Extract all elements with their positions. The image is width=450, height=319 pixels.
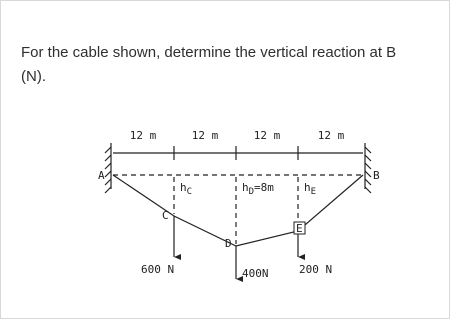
height-rest: =8m bbox=[254, 181, 274, 194]
point-box bbox=[293, 221, 306, 235]
question-line: For the cable shown, determine the verti… bbox=[21, 44, 397, 61]
load-label: 400N bbox=[242, 267, 269, 280]
point-label: C bbox=[162, 209, 169, 222]
height-sub: C bbox=[187, 187, 192, 197]
dimension-ticks bbox=[173, 146, 299, 160]
height-main: h bbox=[180, 181, 187, 194]
span-label: 12 m bbox=[318, 129, 345, 142]
point-label: D bbox=[225, 237, 232, 250]
height-main: h bbox=[304, 181, 311, 194]
height-main: h bbox=[242, 181, 249, 194]
span-label: 12 m bbox=[130, 129, 157, 142]
height-sub: D bbox=[249, 187, 254, 197]
height-label: hE bbox=[304, 181, 316, 197]
question-line: (N). bbox=[21, 68, 46, 85]
load-label: 200 N bbox=[299, 263, 332, 276]
cable bbox=[112, 174, 364, 247]
point-label: E bbox=[296, 222, 303, 235]
height-label: hD=8m bbox=[242, 181, 274, 197]
left-wall bbox=[104, 143, 112, 194]
support-label: B bbox=[373, 169, 380, 182]
load-label: 600 N bbox=[141, 263, 174, 276]
height-sub: E bbox=[311, 187, 316, 197]
span-label: 12 m bbox=[192, 129, 219, 142]
support-label: A bbox=[98, 169, 105, 182]
height-label: hC bbox=[180, 181, 192, 197]
span-label: 12 m bbox=[254, 129, 281, 142]
right-wall bbox=[364, 143, 372, 194]
